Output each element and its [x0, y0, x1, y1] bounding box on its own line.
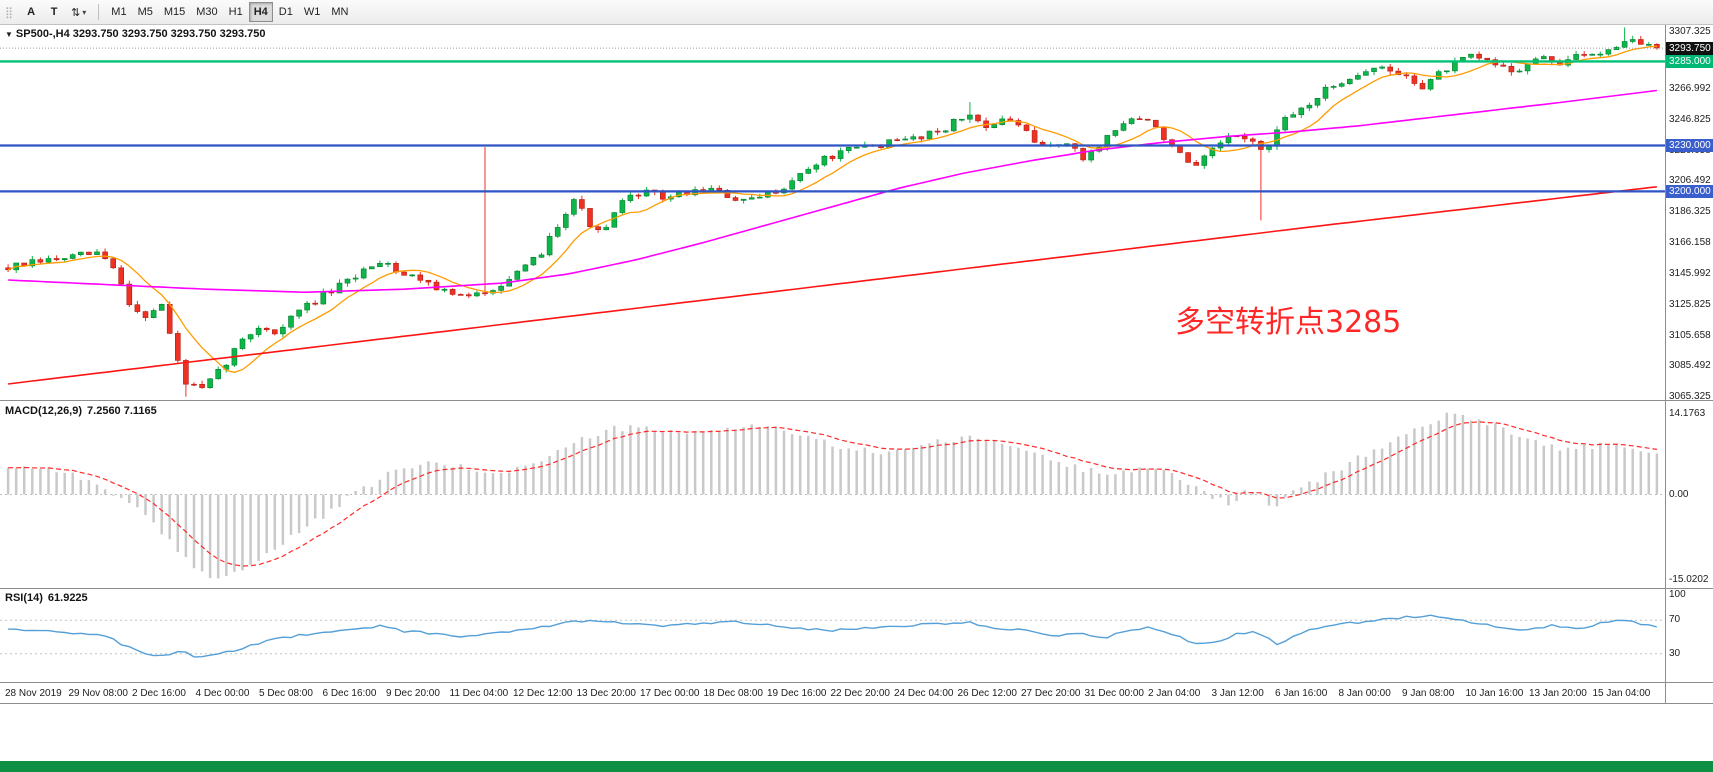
chart-dropdown-icon[interactable]: ▼ — [5, 30, 13, 39]
price-chart-canvas[interactable] — [0, 24, 1665, 400]
rsi-label: RSI(14) — [5, 592, 43, 604]
timeframe-button-m30[interactable]: M30 — [191, 2, 222, 22]
time-axis-label: 13 Dec 20:00 — [576, 688, 637, 699]
cursor-tools-icon: ⇅ — [71, 6, 81, 19]
time-axis-label: 9 Dec 20:00 — [386, 688, 440, 699]
time-axis-label: 31 Dec 00:00 — [1084, 688, 1145, 699]
panel-divider — [0, 682, 1713, 683]
indicator-axis-label: 0.00 — [1669, 488, 1689, 500]
time-axis-label: 19 Dec 16:00 — [767, 688, 827, 699]
time-axis-label: 2 Jan 04:00 — [1148, 688, 1201, 699]
macd-header: MACD(12,26,9) 7.2560 7.1165 — [5, 405, 157, 417]
price-axis-label: 3125.825 — [1669, 298, 1711, 310]
indicator-axis-label: 14.1763 — [1669, 408, 1706, 420]
time-axis-label: 8 Jan 00:00 — [1338, 688, 1391, 699]
price-axis-label: 3105.658 — [1669, 329, 1711, 341]
time-axis-label: 24 Dec 04:00 — [894, 688, 954, 699]
price-axis-box: 3200.000 — [1666, 184, 1713, 198]
price-axis-box: 3293.750 — [1666, 41, 1713, 55]
indicator-axis-label: 70 — [1669, 614, 1681, 626]
price-axis-label: 3166.158 — [1669, 237, 1711, 249]
price-axis-label: 3266.992 — [1669, 83, 1711, 94]
rsi-panel-canvas[interactable] — [0, 589, 1665, 682]
timeframe-button-h1[interactable]: H1 — [224, 2, 248, 22]
ma-fast-line — [7, 45, 1657, 373]
cursor-tools-button[interactable]: ⇅ ▾ — [66, 2, 91, 22]
time-axis-label: 6 Dec 16:00 — [322, 688, 377, 699]
rsi-line — [8, 614, 1658, 658]
toolbar-grip-icon[interactable]: ⣿ — [5, 6, 14, 19]
indicator-axis-label: 30 — [1669, 647, 1681, 659]
time-axis-label: 28 Nov 2019 — [5, 688, 62, 699]
time-axis-label: 15 Jan 04:00 — [1592, 688, 1651, 699]
timeframe-button-d1[interactable]: D1 — [274, 2, 298, 22]
annotate-a-button[interactable]: A — [20, 2, 42, 22]
time-axis-label: 4 Dec 00:00 — [195, 688, 250, 699]
chart-ohlc-text: SP500-,H4 3293.750 3293.750 3293.750 329… — [15, 28, 266, 40]
time-axis-label: 27 Dec 20:00 — [1021, 688, 1081, 699]
indicator-axis-label: -15.0202 — [1669, 573, 1709, 585]
text-tool-button[interactable]: T — [43, 2, 65, 22]
time-axis-label: 13 Jan 20:00 — [1529, 688, 1587, 699]
macd-signal-line — [8, 421, 1657, 567]
macd-label: MACD(12,26,9) — [5, 405, 83, 417]
time-axis-label: 18 Dec 08:00 — [703, 688, 764, 699]
time-axis-label: 3 Jan 12:00 — [1211, 688, 1264, 699]
timeframe-buttons: M1 M5 M15 M30 H1 H4 D1 W1 MN — [106, 2, 353, 22]
price-axis-separator — [1665, 24, 1666, 703]
toolbar-separator — [98, 4, 100, 20]
panel-divider[interactable] — [0, 400, 1713, 401]
price-axis-label: 3246.825 — [1669, 113, 1711, 125]
toolbar: ⣿ A T ⇅ ▾ M1 M5 M15 M30 H1 H4 D1 W1 MN — [0, 0, 1713, 25]
time-axis-label: 10 Jan 16:00 — [1465, 688, 1524, 699]
timeframe-button-m1[interactable]: M1 — [106, 2, 131, 22]
candlestick-layer — [5, 27, 1660, 397]
timeframe-button-h4[interactable]: H4 — [248, 2, 273, 22]
time-axis-label: 12 Dec 12:00 — [513, 688, 573, 699]
time-axis[interactable]: 28 Nov 2019 29 Nov 08:00 2 Dec 16:00 4 Dec … — [0, 683, 1713, 704]
price-axis[interactable]: 3307.3253266.9923246.8253226.6583206.492… — [1666, 24, 1713, 403]
panel-divider[interactable] — [0, 588, 1713, 589]
rsi-value: 61.9225 — [47, 592, 88, 604]
time-axis-label: 29 Nov 08:00 — [68, 688, 129, 699]
price-axis-label: 3186.325 — [1669, 206, 1711, 218]
price-axis-box: 3230.000 — [1666, 139, 1713, 152]
macd-panel-canvas[interactable] — [0, 401, 1665, 588]
time-axis-label: 5 Dec 08:00 — [259, 688, 313, 699]
time-axis-label: 26 Dec 12:00 — [957, 688, 1018, 699]
chart-header: ▼ SP500-,H4 3293.750 3293.750 3293.750 32… — [5, 28, 265, 40]
rsi-header: RSI(14) 61.9225 — [5, 592, 88, 604]
status-bar — [0, 761, 1713, 772]
macd-axis[interactable]: 14.1763 0.00 -15.0202 — [1666, 401, 1713, 588]
price-axis-label: 3206.492 — [1669, 175, 1711, 187]
price-axis-label: 3307.325 — [1669, 26, 1711, 37]
time-axis-label: 22 Dec 20:00 — [830, 688, 891, 699]
macd-histogram — [6, 412, 1659, 579]
price-axis-label: 3085.492 — [1669, 360, 1711, 372]
chevron-down-icon: ▾ — [82, 7, 87, 17]
indicator-axis-label: 100 — [1669, 589, 1686, 600]
timeframe-button-m15[interactable]: M15 — [159, 2, 190, 22]
time-axis-label: 11 Dec 04:00 — [449, 688, 509, 699]
time-axis-label: 9 Jan 08:00 — [1402, 688, 1455, 699]
time-axis-border — [0, 703, 1713, 704]
ma-slow-line — [8, 186, 1657, 385]
time-axis-label: 17 Dec 00:00 — [640, 688, 700, 699]
timeframe-button-w1[interactable]: W1 — [299, 2, 326, 22]
price-axis-label: 3145.992 — [1669, 267, 1711, 279]
price-axis-box: 3285.000 — [1666, 54, 1713, 68]
timeframe-button-m5[interactable]: M5 — [133, 2, 158, 22]
annotation-text: 多空转折点3285 — [1175, 305, 1402, 340]
time-axis-label: 2 Dec 16:00 — [132, 688, 186, 699]
price-axis-label: 3065.325 — [1669, 391, 1711, 403]
rsi-axis[interactable]: 100 70 30 — [1666, 589, 1713, 682]
ma-mid-line — [8, 89, 1657, 294]
time-axis-label: 6 Jan 16:00 — [1275, 688, 1328, 699]
macd-values: 7.2560 7.1165 — [87, 405, 157, 417]
timeframe-button-mn[interactable]: MN — [326, 2, 353, 22]
